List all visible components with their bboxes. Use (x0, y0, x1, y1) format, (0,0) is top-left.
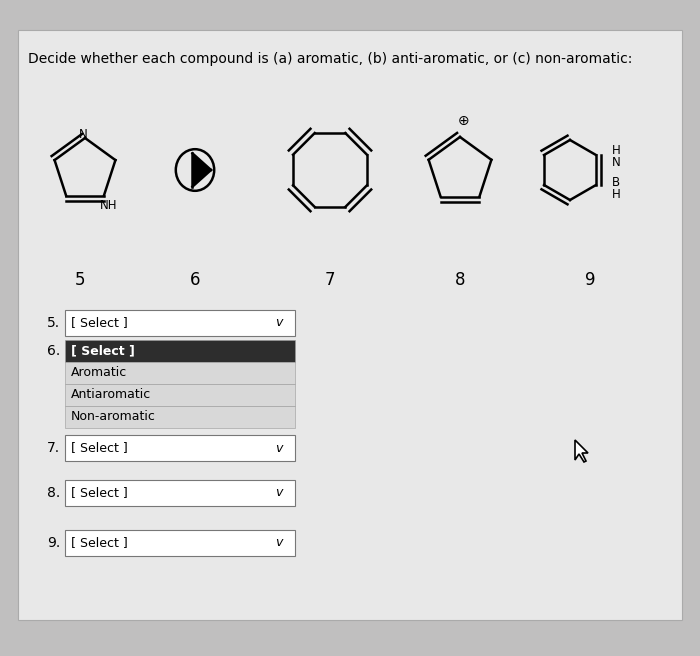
Text: 9.: 9. (47, 536, 60, 550)
Polygon shape (193, 154, 211, 187)
Text: ⊕: ⊕ (458, 114, 470, 128)
Text: 9: 9 (584, 271, 595, 289)
Text: v: v (275, 441, 283, 455)
Text: 7.: 7. (47, 441, 60, 455)
Text: [ Select ]: [ Select ] (71, 316, 127, 329)
FancyBboxPatch shape (65, 384, 295, 406)
Text: 5: 5 (75, 271, 85, 289)
FancyBboxPatch shape (65, 406, 295, 428)
FancyBboxPatch shape (65, 340, 295, 362)
Text: [ Select ]: [ Select ] (71, 537, 127, 550)
Text: Decide whether each compound is (a) aromatic, (b) anti-aromatic, or (c) non-arom: Decide whether each compound is (a) arom… (28, 52, 632, 66)
Polygon shape (575, 440, 588, 462)
FancyBboxPatch shape (65, 480, 295, 506)
Text: 5.: 5. (47, 316, 60, 330)
FancyBboxPatch shape (65, 435, 295, 461)
Text: N: N (78, 127, 88, 140)
Text: Antiaromatic: Antiaromatic (71, 388, 151, 401)
FancyBboxPatch shape (65, 310, 295, 336)
Text: 8: 8 (455, 271, 466, 289)
Text: Aromatic: Aromatic (71, 367, 127, 380)
FancyBboxPatch shape (18, 30, 682, 620)
Text: [ Select ]: [ Select ] (71, 344, 135, 358)
Text: v: v (275, 487, 283, 499)
Text: v: v (275, 316, 283, 329)
Text: v: v (275, 537, 283, 550)
FancyBboxPatch shape (65, 362, 295, 384)
FancyBboxPatch shape (65, 530, 295, 556)
Text: NH: NH (100, 199, 118, 213)
Text: 6: 6 (190, 271, 200, 289)
Text: [ Select ]: [ Select ] (71, 441, 127, 455)
Text: B
H: B H (612, 176, 620, 201)
Text: 8.: 8. (47, 486, 60, 500)
Text: 6.: 6. (47, 344, 60, 358)
Text: Non-aromatic: Non-aromatic (71, 411, 156, 424)
Text: 7: 7 (325, 271, 335, 289)
Text: H
N: H N (612, 144, 620, 169)
Text: [ Select ]: [ Select ] (71, 487, 127, 499)
